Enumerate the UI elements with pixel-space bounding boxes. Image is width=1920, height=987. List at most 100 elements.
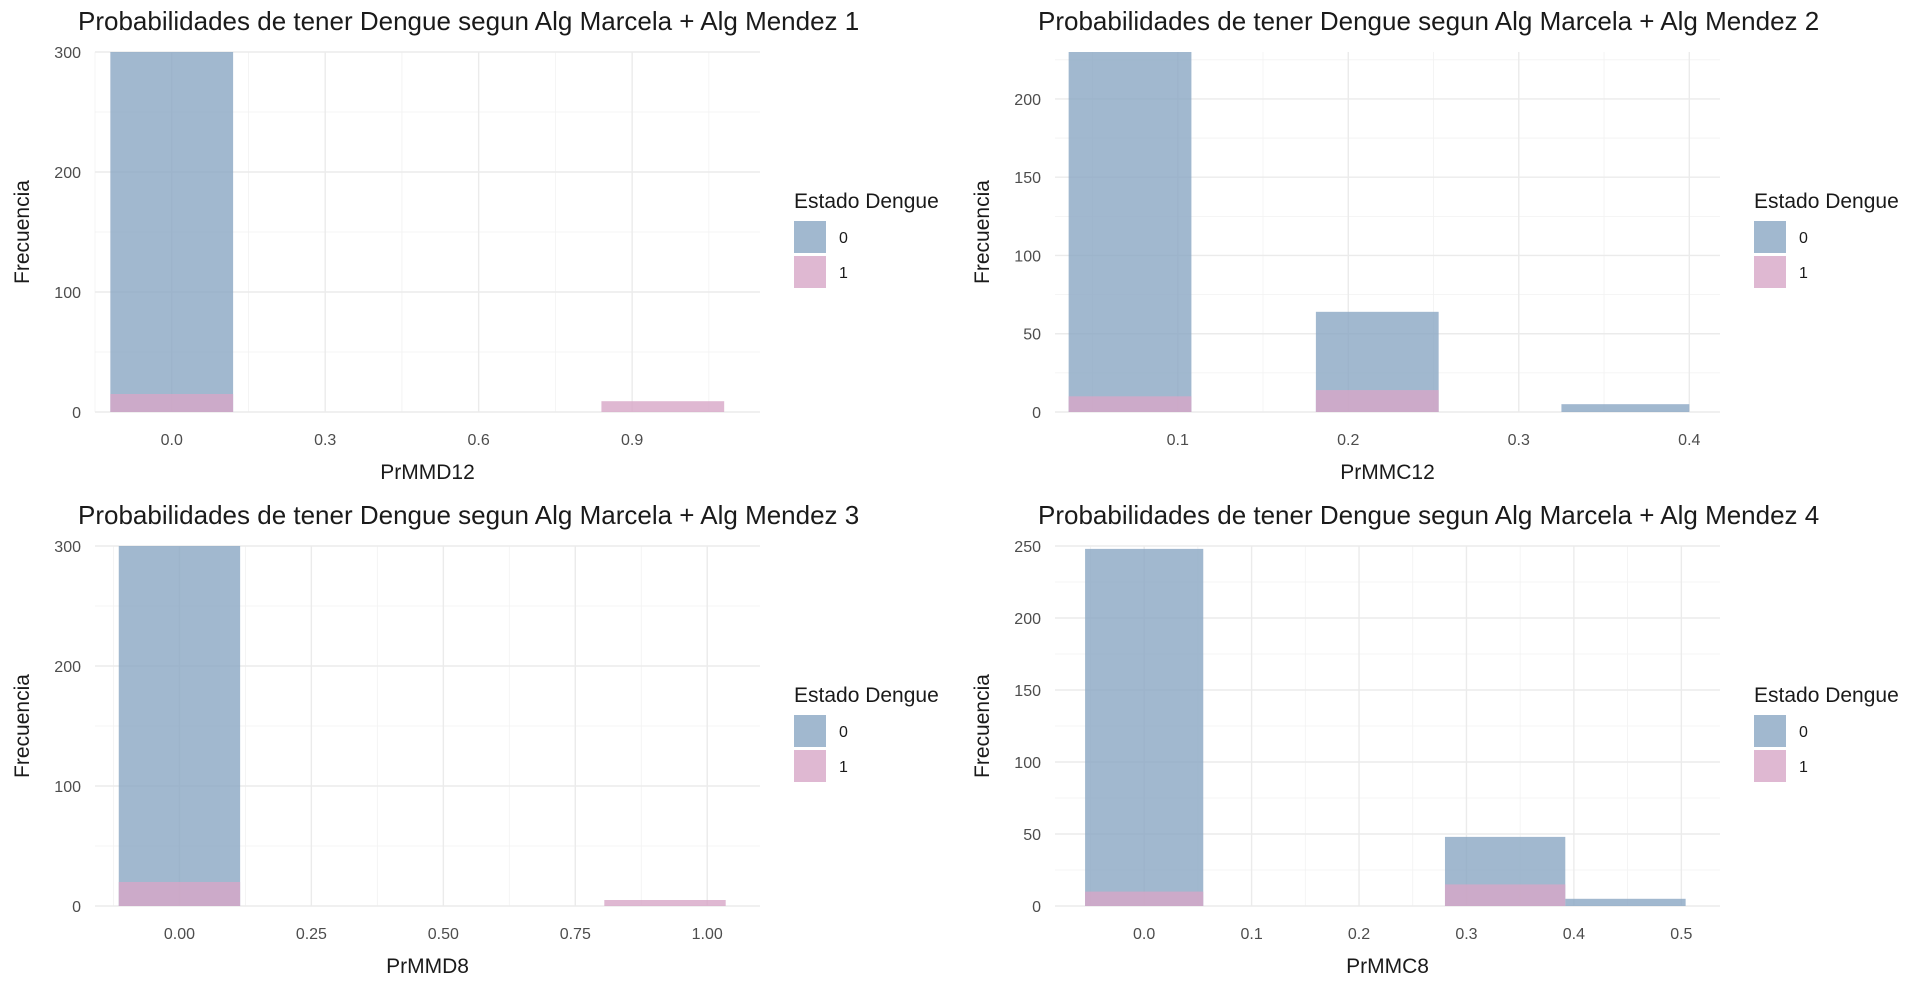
bar-series-1 — [604, 900, 726, 906]
x-tick-label: 0.1 — [1240, 926, 1262, 943]
legend-title: Estado Dengue — [1754, 190, 1899, 213]
x-tick-label: 0.5 — [1670, 926, 1692, 943]
chart-panel-1: 0 100 200 300 0.0 0.3 0.6 0.9 PrMMD12 Frecuencia P… — [0, 0, 960, 493]
legend-label-0: 0 — [839, 230, 848, 247]
series-0 — [1085, 548, 1686, 906]
legend-label-1: 1 — [1799, 265, 1808, 282]
series-1 — [1085, 884, 1566, 906]
legend: Estado Dengue 0 1 — [794, 684, 939, 782]
y-tick-label: 0 — [72, 405, 81, 422]
x-axis-label: PrMMD8 — [386, 955, 469, 978]
bar-series-0 — [1561, 404, 1690, 412]
x-axis-label: PrMMC12 — [1340, 461, 1435, 484]
series-0 — [118, 546, 241, 906]
legend: Estado Dengue 0 1 — [1754, 684, 1899, 782]
legend-label-1: 1 — [839, 759, 848, 776]
x-tick-label: 0.50 — [428, 926, 459, 943]
chart-title: Probabilidades de tener Dengue segun Alg… — [78, 500, 859, 530]
legend-title: Estado Dengue — [794, 684, 939, 707]
bar-series-0 — [1565, 898, 1686, 906]
x-tick-label: 0.25 — [296, 926, 327, 943]
x-tick-label: 0.3 — [1508, 432, 1530, 449]
y-tick-label: 200 — [1014, 92, 1041, 109]
legend-label-0: 0 — [1799, 724, 1808, 741]
chart-title: Probabilidades de tener Dengue segun Alg… — [1038, 6, 1819, 36]
y-tick-label: 100 — [54, 779, 81, 796]
series-0 — [110, 52, 234, 412]
y-tick-label: 0 — [1032, 899, 1041, 916]
legend-title: Estado Dengue — [794, 190, 939, 213]
x-tick-label: 0.0 — [1133, 926, 1155, 943]
bar-series-1 — [601, 401, 725, 412]
chart-panel-4: 0 50 100 150 200 250 0.0 0.1 0.2 0.3 0.4 0.5 PrMMC8 F… — [960, 494, 1920, 987]
y-tick-label: 300 — [54, 539, 81, 556]
chart-panel-2: 0 50 100 150 200 0.1 0.2 0.3 0.4 PrMMC12 Frecuenci… — [960, 0, 1920, 493]
bar-series-0 — [1068, 52, 1192, 412]
legend-label-0: 0 — [839, 724, 848, 741]
bar-series-1 — [1085, 891, 1204, 906]
y-tick-label: 100 — [1014, 755, 1041, 772]
x-tick-label: 0.1 — [1167, 432, 1189, 449]
legend-swatch-1 — [1754, 256, 1786, 288]
legend-label-1: 1 — [839, 265, 848, 282]
x-tick-label: 0.00 — [164, 926, 195, 943]
x-axis-label: PrMMD12 — [380, 461, 475, 484]
y-tick-label: 0 — [1032, 405, 1041, 422]
y-tick-label: 250 — [1014, 539, 1041, 556]
bar-series-0 — [110, 52, 234, 412]
x-tick-label: 0.4 — [1563, 926, 1585, 943]
bar-series-0 — [118, 546, 241, 906]
x-tick-label: 0.0 — [161, 432, 183, 449]
histogram-svg: 0 100 200 300 0.0 0.3 0.6 0.9 PrMMD12 Frecuencia P… — [11, 6, 939, 484]
x-axis-label: PrMMC8 — [1346, 955, 1429, 978]
x-tick-label: 0.3 — [1455, 926, 1477, 943]
y-tick-label: 150 — [1014, 170, 1041, 187]
bar-series-0 — [1085, 548, 1204, 906]
x-tick-label: 1.00 — [692, 926, 723, 943]
x-tick-label: 0.4 — [1678, 432, 1700, 449]
bar-series-1 — [1315, 390, 1439, 412]
y-tick-label: 50 — [1023, 327, 1041, 344]
series-0 — [1068, 52, 1690, 412]
x-tick-label: 0.9 — [621, 432, 643, 449]
legend: Estado Dengue 0 1 — [794, 190, 939, 288]
series-1 — [118, 882, 726, 906]
legend-swatch-0 — [794, 221, 826, 253]
y-tick-label: 200 — [1014, 611, 1041, 628]
y-axis-label: Frecuencia — [971, 674, 994, 778]
x-tick-label: 0.2 — [1348, 926, 1370, 943]
chart-panel-3: 0 100 200 300 0.00 0.25 0.50 0.75 1.00 PrMMD8 Frec… — [0, 494, 960, 987]
chart-title: Probabilidades de tener Dengue segun Alg… — [78, 6, 859, 36]
bar-series-1 — [110, 394, 234, 412]
legend-label-1: 1 — [1799, 759, 1808, 776]
legend-label-0: 0 — [1799, 230, 1808, 247]
y-tick-label: 100 — [54, 285, 81, 302]
histogram-svg: 0 100 200 300 0.00 0.25 0.50 0.75 1.00 PrMMD8 Frec… — [11, 500, 939, 978]
y-axis-label: Frecuencia — [11, 180, 34, 284]
y-tick-label: 0 — [72, 899, 81, 916]
legend-swatch-1 — [794, 256, 826, 288]
histogram-svg: 0 50 100 150 200 0.1 0.2 0.3 0.4 PrMMC12 Frecuenci… — [971, 6, 1899, 484]
y-tick-label: 150 — [1014, 683, 1041, 700]
series-1 — [110, 394, 725, 412]
y-tick-label: 100 — [1014, 248, 1041, 265]
x-tick-label: 0.3 — [314, 432, 336, 449]
x-tick-label: 0.75 — [560, 926, 591, 943]
legend-swatch-1 — [1754, 750, 1786, 782]
histogram-svg: 0 50 100 150 200 250 0.0 0.1 0.2 0.3 0.4 0.5 PrMMC8 F… — [971, 500, 1899, 978]
legend-title: Estado Dengue — [1754, 684, 1899, 707]
legend-swatch-0 — [794, 715, 826, 747]
y-tick-label: 200 — [54, 165, 81, 182]
y-tick-label: 50 — [1023, 827, 1041, 844]
bar-series-1 — [118, 882, 241, 906]
bar-series-1 — [1068, 396, 1192, 412]
bar-series-1 — [1444, 884, 1566, 906]
chart-title: Probabilidades de tener Dengue segun Alg… — [1038, 500, 1819, 530]
x-tick-label: 0.2 — [1337, 432, 1359, 449]
legend-swatch-0 — [1754, 715, 1786, 747]
y-tick-label: 300 — [54, 45, 81, 62]
legend-swatch-0 — [1754, 221, 1786, 253]
legend: Estado Dengue 0 1 — [1754, 190, 1899, 288]
y-tick-label: 200 — [54, 659, 81, 676]
y-axis-label: Frecuencia — [971, 180, 994, 284]
